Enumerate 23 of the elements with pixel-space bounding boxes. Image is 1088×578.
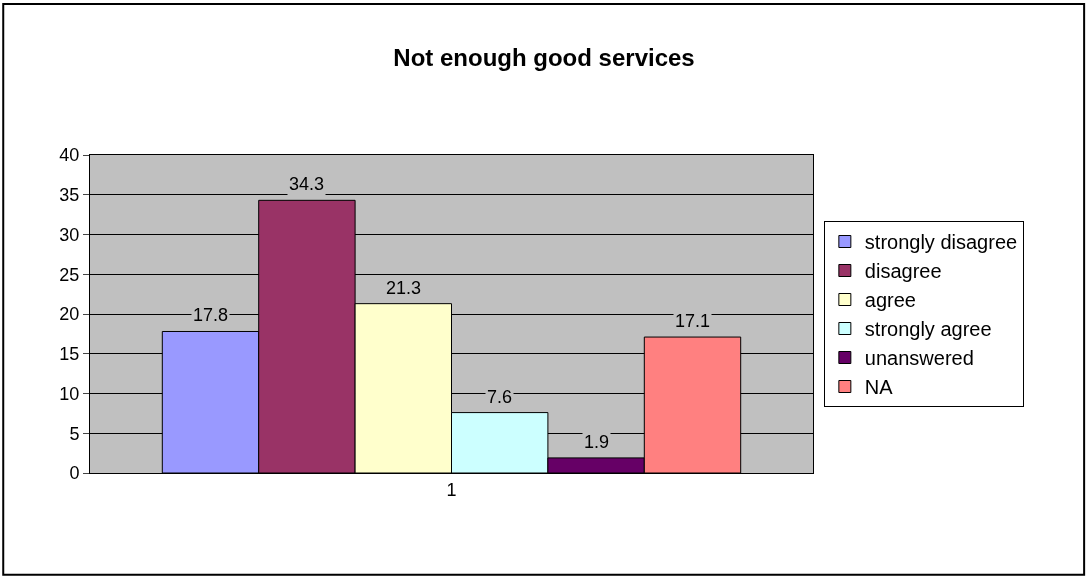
- y-tick-label: 15: [59, 344, 80, 365]
- y-tick-label: 5: [69, 423, 80, 444]
- y-tick-label: 20: [59, 304, 80, 325]
- data-label: 21.3: [386, 278, 422, 298]
- data-label: 34.3: [289, 174, 325, 194]
- data-label: 17.1: [675, 311, 711, 331]
- data-label: 17.8: [193, 305, 229, 325]
- y-tick-label: 35: [59, 185, 80, 206]
- y-tick-label: 25: [59, 264, 80, 285]
- x-tick-label: 1: [446, 479, 457, 500]
- y-tick-label: 30: [59, 224, 80, 245]
- legend-label: agree: [864, 289, 916, 312]
- data-label: 1.9: [584, 432, 610, 452]
- legend-label: disagree: [864, 260, 942, 283]
- legend-label: NA: [864, 376, 894, 399]
- chart-title: Not enough good services: [393, 44, 695, 72]
- y-tick-label: 10: [59, 383, 80, 404]
- legend-label: strongly agree: [864, 318, 992, 341]
- legend-label: unanswered: [864, 347, 974, 370]
- legend-label: strongly disagree: [864, 231, 1018, 254]
- data-label: 7.6: [487, 387, 513, 407]
- y-tick-label: 0: [69, 463, 80, 484]
- y-tick-label: 40: [59, 145, 80, 166]
